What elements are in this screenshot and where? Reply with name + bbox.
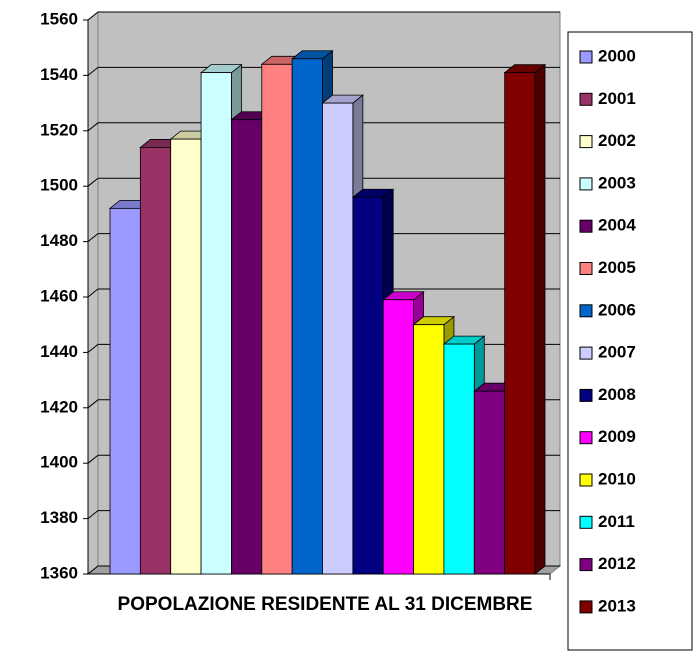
bar — [139, 147, 172, 575]
grid-line — [87, 66, 560, 76]
bar — [231, 119, 263, 575]
legend-swatch — [579, 177, 593, 191]
y-tick-label: 1540 — [40, 65, 78, 84]
legend-swatch — [579, 558, 593, 572]
legend-swatch — [579, 346, 593, 360]
legend-label: 2000 — [598, 46, 636, 65]
legend-label: 2007 — [598, 343, 636, 362]
legend-swatch — [579, 515, 593, 529]
bar — [200, 72, 232, 575]
y-tick-label: 1460 — [40, 286, 78, 305]
y-tick-label: 1360 — [40, 563, 78, 582]
bar — [322, 102, 354, 575]
bar-side — [534, 63, 546, 575]
legend-label: 2006 — [598, 300, 636, 319]
y-tick-label: 1480 — [40, 231, 78, 250]
legend-label: 2001 — [598, 89, 636, 108]
grid-line — [87, 122, 560, 132]
y-tick-label: 1560 — [40, 9, 78, 28]
legend-swatch — [579, 219, 593, 233]
legend-swatch — [579, 304, 593, 318]
bar — [170, 138, 202, 575]
bar — [352, 196, 384, 575]
legend-swatch — [579, 600, 593, 614]
bar — [291, 58, 323, 575]
grid-line — [87, 11, 560, 21]
legend-swatch — [579, 92, 593, 106]
y-tick-label: 1500 — [40, 176, 78, 195]
legend-swatch — [579, 262, 593, 275]
legend-swatch — [579, 473, 593, 487]
legend-label: 2004 — [598, 216, 636, 235]
legend-box — [567, 31, 693, 651]
bar — [504, 72, 536, 575]
bar — [443, 343, 475, 575]
legend-swatch — [579, 388, 593, 402]
bar — [413, 324, 445, 575]
legend-label: 2002 — [598, 131, 636, 150]
legend-label: 2005 — [598, 258, 636, 277]
grid-line — [87, 233, 560, 242]
legend-label: 2009 — [598, 427, 636, 446]
legend-label: 2012 — [598, 554, 636, 573]
bar — [261, 63, 293, 575]
bar — [109, 207, 141, 575]
legend-label: 2003 — [598, 173, 636, 192]
grid-line — [87, 288, 560, 298]
legend-swatch — [579, 431, 593, 445]
legend-swatch — [579, 50, 593, 64]
legend-label: 2011 — [598, 512, 635, 531]
x-category-label: POPOLAZIONE RESIDENTE AL 31 DICEMBRE — [117, 594, 533, 615]
legend-label: 2013 — [598, 596, 636, 615]
y-tick-label: 1400 — [40, 453, 78, 472]
y-tick-label: 1520 — [40, 120, 78, 139]
bar — [382, 299, 414, 575]
legend-swatch — [579, 135, 593, 149]
bar — [473, 390, 506, 575]
grid-line — [87, 177, 560, 187]
y-tick-label: 1380 — [40, 508, 78, 527]
legend-label: 2008 — [598, 385, 636, 404]
y-tick-label: 1440 — [40, 342, 78, 361]
y-tick-label: 1420 — [40, 397, 78, 416]
legend-label: 2010 — [598, 469, 636, 488]
